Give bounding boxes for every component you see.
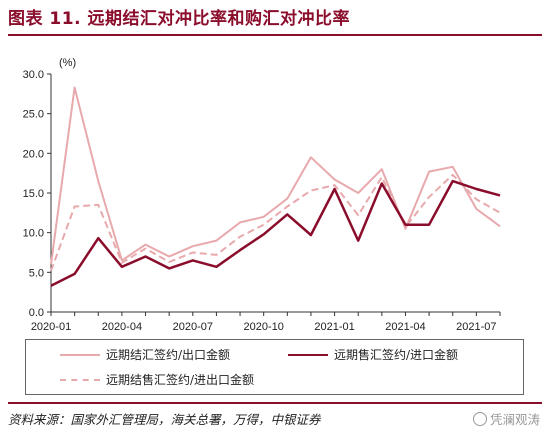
y-tick-label: 30.0 bbox=[23, 69, 44, 81]
chart-axes: 0.0 5.0 10.0 15.0 20.0 25.0 30.0 (%) 2020-01 2020… bbox=[23, 57, 501, 333]
legend-label-total: 远期结售汇签约/进出口金额 bbox=[106, 373, 255, 387]
wechat-icon bbox=[472, 412, 487, 426]
title-rule bbox=[8, 34, 542, 36]
watermark-text: 凭澜观涛 bbox=[489, 412, 540, 427]
x-tick-label: 2020-01 bbox=[31, 321, 71, 333]
chart-series bbox=[50, 86, 501, 287]
x-tick-label: 2021-04 bbox=[385, 321, 425, 333]
line-chart: 0.0 5.0 10.0 15.0 20.0 25.0 30.0 (%) 2020-01 2020… bbox=[23, 57, 501, 333]
chart-title: 图表 11. 远期结汇对冲比率和购汇对冲比率 bbox=[8, 9, 350, 29]
y-tick-label: 15.0 bbox=[23, 188, 44, 200]
x-tick-label: 2020-04 bbox=[102, 321, 142, 333]
legend-line-export bbox=[60, 354, 100, 356]
legend-label-import: 远期售汇签约/进口金额 bbox=[334, 348, 459, 362]
y-tick-label: 0.0 bbox=[29, 307, 44, 319]
y-tick-label: 10.0 bbox=[23, 228, 44, 240]
y-unit-label: (%) bbox=[59, 57, 76, 69]
y-tick-label: 5.0 bbox=[29, 267, 44, 279]
y-tick-label: 25.0 bbox=[23, 109, 44, 121]
series-line-1 bbox=[50, 179, 501, 287]
series-line-2 bbox=[50, 173, 501, 272]
x-tick-label: 2020-10 bbox=[243, 321, 283, 333]
source-note: 资料来源：国家外汇管理局，海关总署，万得，中银证券 bbox=[8, 412, 321, 427]
x-tick-label: 2021-01 bbox=[314, 321, 354, 333]
y-tick-label: 20.0 bbox=[23, 148, 44, 160]
legend: 远期结汇签约/出口金额 远期售汇签约/进口金额 远期结售汇签约/进出口金额 bbox=[25, 339, 524, 395]
legend-line-total bbox=[60, 379, 100, 381]
watermark: 凭澜观涛 bbox=[472, 409, 540, 428]
series-line-0 bbox=[50, 86, 501, 265]
legend-line-import bbox=[288, 354, 328, 356]
x-tick-label: 2020-07 bbox=[173, 321, 213, 333]
x-tick-label: 2021-07 bbox=[456, 321, 496, 333]
bottom-rule bbox=[8, 402, 542, 404]
legend-label-export: 远期结汇签约/出口金额 bbox=[106, 348, 231, 362]
